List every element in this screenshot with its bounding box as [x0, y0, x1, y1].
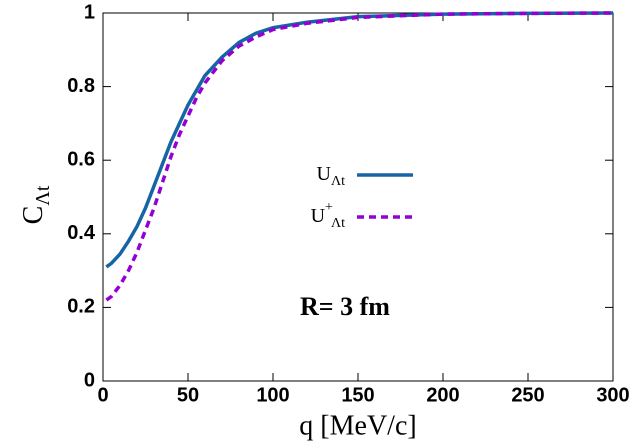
y-tick-label: 0.8 — [67, 75, 95, 97]
x-tick-label: 250 — [511, 384, 544, 406]
series-line — [105, 11, 614, 269]
x-tick-label: 200 — [426, 384, 459, 406]
y-tick-label: 0.6 — [67, 148, 95, 170]
x-tick-label: 100 — [256, 384, 289, 406]
x-tick-label: 0 — [97, 384, 108, 406]
legend-label-main: U — [317, 163, 332, 185]
y-tick-label: 0.4 — [67, 222, 96, 244]
legend-label: UΛt — [317, 163, 346, 190]
annotation: R= 3 fm — [300, 292, 390, 321]
legend-label: U+ Λt — [311, 200, 346, 231]
legend-label-main: U — [311, 205, 326, 227]
y-tick-label: 1 — [84, 1, 95, 23]
x-tick-label: 50 — [177, 384, 199, 406]
legend-label-sub: Λt — [331, 174, 345, 189]
y-axis-label-sub: Λt — [32, 185, 54, 206]
plot-frame — [102, 12, 614, 382]
series-line — [105, 11, 614, 302]
x-tick-label: 300 — [596, 384, 629, 406]
legend-label-sup: + — [325, 200, 333, 215]
y-axis-label: CΛt — [18, 185, 53, 224]
legend-label-sub: Λt — [331, 216, 345, 231]
x-axis-label: q [MeV/c] — [299, 410, 416, 441]
y-axis-label-main: C — [18, 206, 49, 225]
x-tick-label: 150 — [341, 384, 374, 406]
y-tick-label: 0.2 — [67, 296, 95, 318]
y-tick-label: 0 — [84, 369, 95, 391]
